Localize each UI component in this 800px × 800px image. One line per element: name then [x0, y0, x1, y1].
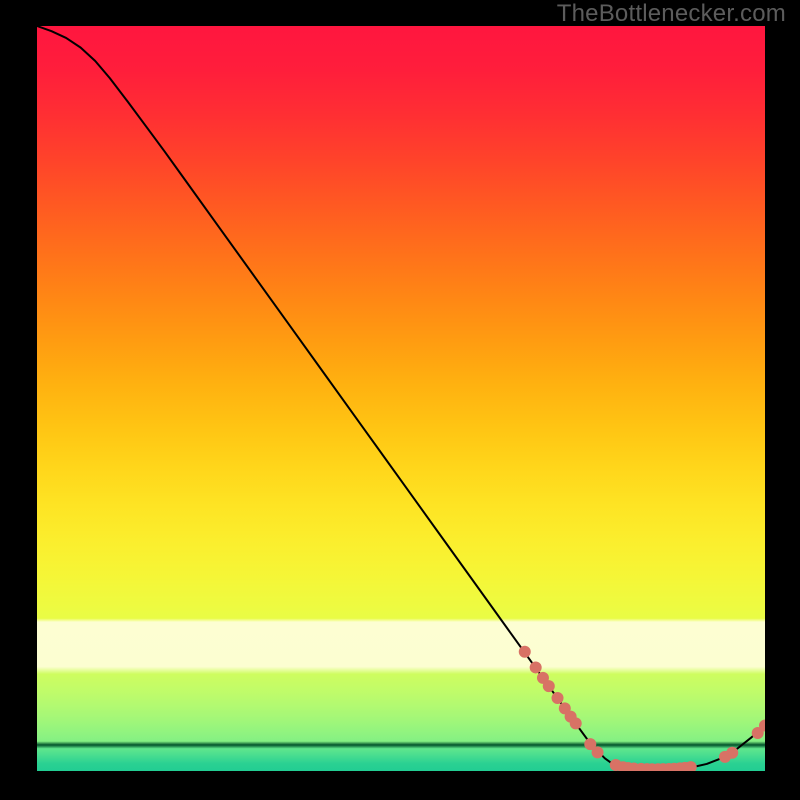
marker-point	[726, 747, 738, 759]
marker-point	[519, 646, 531, 658]
marker-point	[543, 680, 555, 692]
marker-point	[570, 717, 582, 729]
gradient-background	[37, 26, 765, 771]
watermark-text: TheBottlenecker.com	[557, 0, 786, 28]
marker-point	[530, 661, 542, 673]
marker-point	[592, 746, 604, 758]
plot-svg	[37, 26, 765, 771]
plot-area	[37, 26, 765, 771]
marker-point	[552, 692, 564, 704]
chart-stage: TheBottlenecker.com	[0, 0, 800, 800]
